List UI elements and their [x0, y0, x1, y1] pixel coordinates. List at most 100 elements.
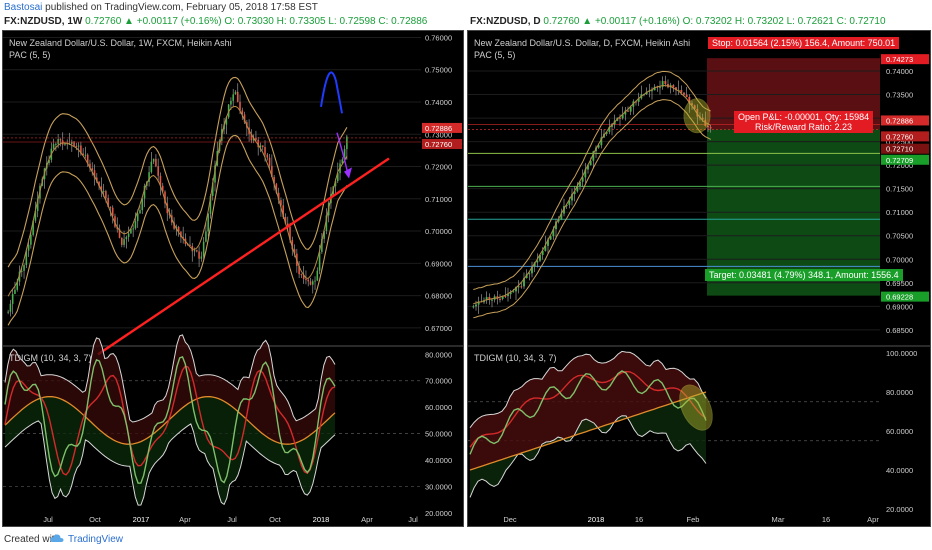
candle-body: [57, 139, 59, 144]
osc-lower-band: [469, 415, 707, 498]
candle-body: [485, 296, 488, 301]
x-tick-label: Apr: [179, 515, 191, 524]
candle-body: [533, 262, 536, 267]
candle-body: [624, 110, 627, 115]
left-indicator-label: PAC (5, 5): [9, 50, 51, 60]
candle-body: [557, 219, 560, 222]
candle-body: [688, 96, 691, 104]
left-chart-panel[interactable]: 0.67000 0.68000 0.69000 0.70000 0.71000 0.720…: [2, 30, 464, 527]
candle-body: [341, 159, 344, 164]
candle-body: [661, 80, 664, 87]
osc-tick-label: 60.0000: [886, 427, 913, 436]
candle-body: [98, 181, 100, 187]
y-tick-label: 0.67000: [425, 324, 452, 333]
candle-body: [23, 265, 25, 271]
candle-body: [621, 114, 624, 119]
author-link[interactable]: Bastosai: [4, 2, 43, 13]
candle-body: [139, 210, 141, 214]
pac-upper-band: [473, 70, 711, 290]
candle-body: [111, 207, 114, 217]
candle-body: [102, 191, 105, 193]
candle-body: [159, 175, 162, 186]
candle-body: [291, 239, 294, 250]
candle-body: [523, 278, 525, 287]
right-quote: 0.72760 ▲ +0.00117 (+0.16%) O: 0.73202 H…: [543, 16, 886, 27]
price-label: 0.72710: [886, 145, 913, 154]
candle-body: [200, 256, 203, 259]
candle-body: [152, 158, 155, 162]
candle-body: [539, 255, 541, 261]
price-label: 0.72886: [425, 124, 452, 133]
candle-body: [157, 166, 159, 176]
x-tick-label: 2017: [133, 515, 150, 524]
candle-body: [230, 100, 232, 105]
osc-tick-label: 40.0000: [425, 456, 452, 465]
left-oscillator-label: TDIGM (10, 34, 3, 7): [9, 353, 92, 363]
candle-body: [541, 250, 544, 256]
candle-body: [555, 221, 557, 230]
candle-body: [202, 241, 205, 257]
right-oscillator-label: TDIGM (10, 34, 3, 7): [474, 353, 557, 363]
price-label: 0.72760: [425, 140, 452, 149]
candle-body: [627, 110, 629, 112]
candle-body: [250, 134, 253, 141]
osc-tick-label: 50.0000: [425, 430, 452, 439]
osc-upper-fill: [470, 351, 706, 471]
osc-green-line: [469, 370, 707, 455]
candle-body: [134, 221, 137, 229]
candle-body: [637, 98, 640, 102]
candle-body: [611, 124, 613, 127]
price-label: 0.72709: [886, 156, 913, 165]
pac-mid-band: [473, 84, 711, 305]
osc-green-line: [4, 356, 336, 484]
candle-body: [75, 145, 78, 147]
right-symbol[interactable]: FX:NZDUSD, D: [470, 16, 541, 27]
candle-body: [20, 270, 23, 272]
candle-body: [252, 137, 255, 141]
candle-body: [305, 278, 307, 280]
x-tick-label: 16: [822, 515, 830, 524]
y-tick-label: 0.69000: [886, 302, 913, 311]
candle-body: [597, 145, 600, 148]
candle-body: [177, 226, 180, 232]
left-symbol[interactable]: FX:NZDUSD, 1W: [4, 16, 83, 27]
osc-upper-band: [4, 334, 336, 423]
candle-body: [701, 117, 704, 120]
right-chart-panel[interactable]: 0.68500 0.69000 0.69500 0.70000 0.70500 0.710…: [467, 30, 931, 527]
x-tick-label: Mar: [772, 515, 785, 524]
candle-body: [608, 126, 611, 132]
candle-body: [325, 215, 328, 231]
candle-body: [34, 211, 37, 221]
candle-body: [125, 236, 128, 240]
stop-box[interactable]: Stop: 0.01564 (2.15%) 156.4, Amount: 750…: [708, 37, 900, 49]
candle-body: [302, 274, 305, 279]
pac-lower-band: [7, 134, 348, 326]
candle-body: [32, 220, 34, 235]
candle-body: [118, 229, 121, 238]
cloud-logo-icon: [50, 534, 64, 542]
candle-body: [696, 108, 699, 117]
candle-body: [568, 200, 571, 205]
highlight-ellipse: [683, 98, 711, 134]
candle-body: [300, 274, 303, 276]
candle-body: [275, 183, 278, 193]
candle-body: [289, 226, 291, 240]
pnl-box[interactable]: Open P&L: -0.00001, Qty: 15984 Risk/Rewa…: [734, 111, 874, 133]
price-label-box: [881, 54, 929, 65]
candle-body: [592, 151, 595, 161]
target-box[interactable]: Target: 0.03481 (4.79%) 348.1, Amount: 1…: [705, 269, 903, 281]
candle-body: [547, 239, 549, 246]
candle-body: [107, 197, 109, 207]
candle-body: [36, 198, 39, 212]
right-chart-title: New Zealand Dollar/U.S. Dollar, D, FXCM,…: [474, 38, 691, 48]
x-tick-label: Feb: [687, 515, 700, 524]
candle-body: [571, 194, 573, 201]
osc-tick-label: 40.0000: [886, 466, 913, 475]
candle-body: [314, 280, 316, 282]
tradingview-brand[interactable]: TradingView: [68, 534, 124, 545]
candle-body: [509, 292, 512, 295]
y-tick-label: 0.69500: [886, 279, 913, 288]
y-tick-label: 0.68500: [886, 326, 913, 335]
candle-body: [59, 139, 62, 141]
candle-body: [225, 117, 228, 125]
